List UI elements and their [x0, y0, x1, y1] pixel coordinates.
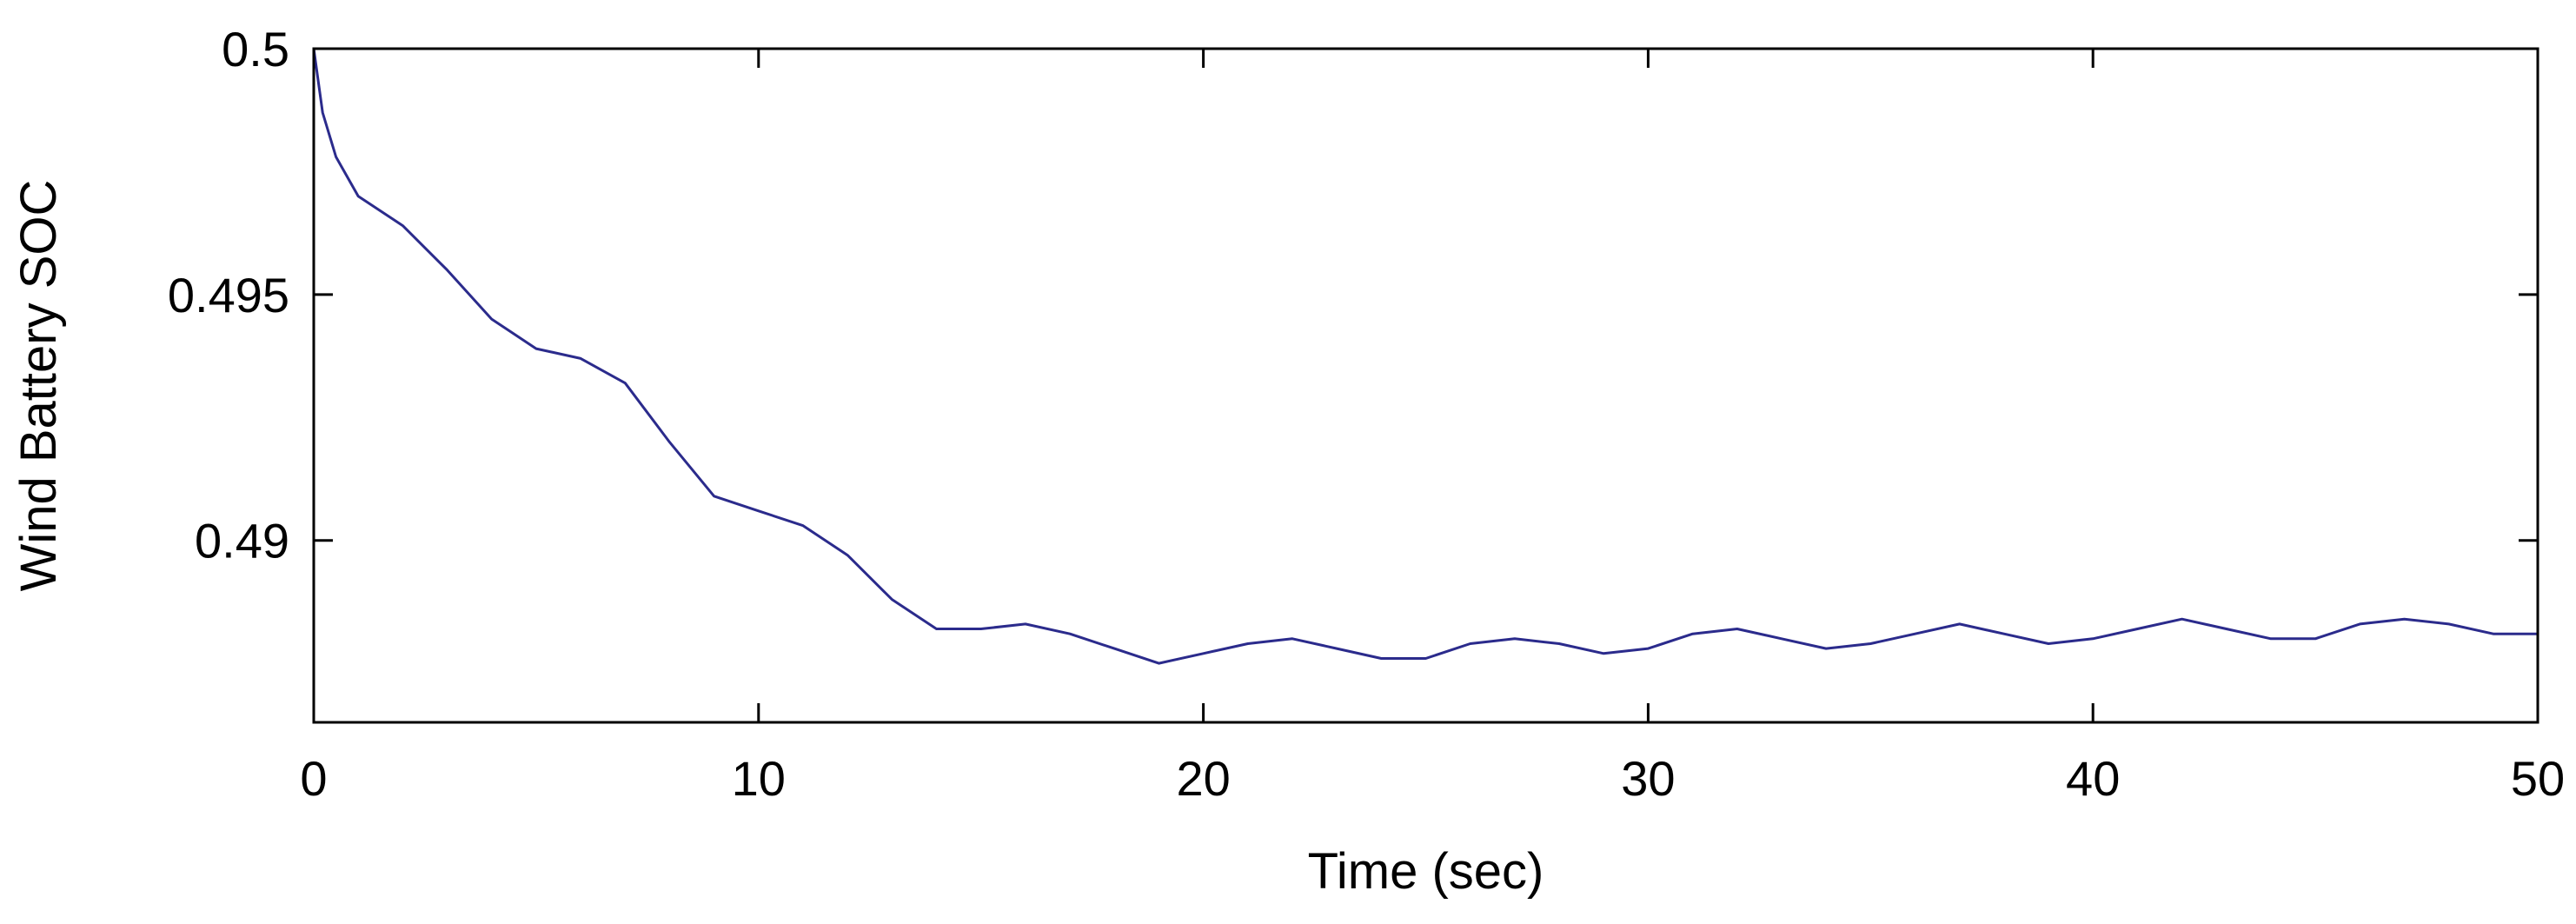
x-tick-label: 20	[1176, 751, 1230, 806]
y-axis-label: Wind Battery SOC	[10, 180, 67, 592]
x-axis-label: Time (sec)	[1308, 843, 1544, 900]
x-tick-label: 10	[732, 751, 786, 806]
y-tick-label: 0.5	[222, 22, 289, 76]
series-layer	[312, 48, 2538, 665]
x-tick-label: 30	[1621, 751, 1675, 806]
x-ticks: 0 10 20 30 40 50	[300, 49, 2565, 806]
y-ticks: 0.49 0.495 0.5	[168, 22, 2538, 568]
y-tick-label: 0.495	[168, 268, 289, 322]
x-tick-label: 40	[2066, 751, 2120, 806]
series-line-0	[312, 48, 2538, 665]
x-tick-label: 50	[2511, 751, 2565, 806]
x-tick-label: 0	[300, 751, 327, 806]
y-tick-label: 0.49	[195, 514, 289, 568]
plot-frame	[312, 47, 2539, 724]
